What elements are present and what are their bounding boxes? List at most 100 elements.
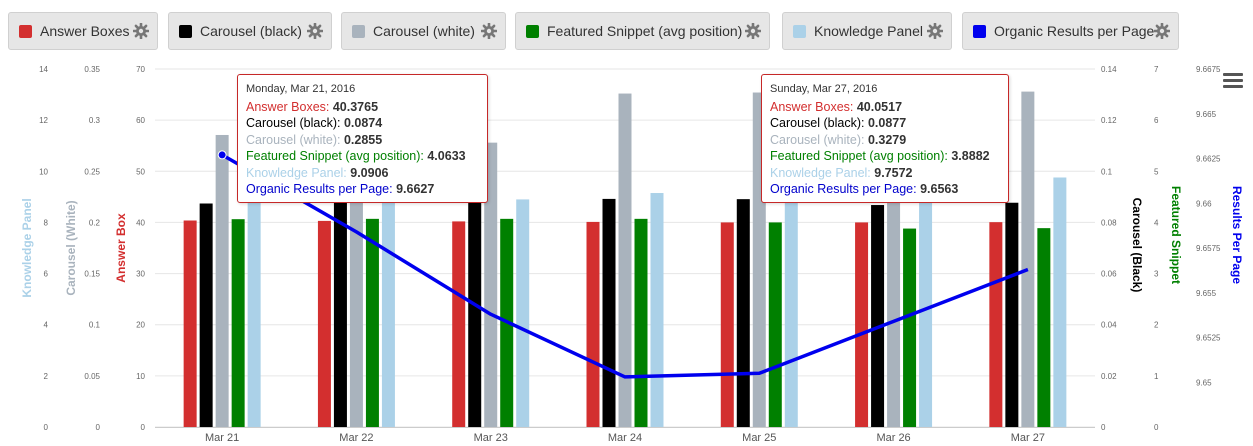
bar-answer-boxes-mar-24[interactable] xyxy=(586,221,600,427)
tooltip-row: Answer Boxes: 40.0517 xyxy=(770,99,1000,116)
x-tick-label: Mar 23 xyxy=(474,432,508,444)
tooltip-row-label: Organic Results per Page: xyxy=(770,182,921,196)
bar-answer-boxes-mar-23[interactable] xyxy=(452,221,466,427)
tooltip-row-label: Carousel (white): xyxy=(770,132,868,147)
tooltip-row: Carousel (white): 0.2855 xyxy=(246,132,479,149)
x-tick-label: Mar 21 xyxy=(205,432,239,444)
bar-featured-snippet-avg-position-mar-24[interactable] xyxy=(634,218,648,427)
chart: 0246810121400.050.10.150.20.250.30.35010… xyxy=(20,65,1244,444)
tooltip-row-label: Answer Boxes: xyxy=(770,99,857,114)
y-tick-label: 30 xyxy=(136,270,145,279)
tooltip-row-value: 0.0877 xyxy=(867,116,907,130)
tooltip-row: Organic Results per Page: 9.6563 xyxy=(770,181,1000,198)
y-tick-label: 10 xyxy=(136,372,145,381)
bar-carousel-black-mar-27[interactable] xyxy=(1005,202,1019,427)
bar-featured-snippet-avg-position-mar-26[interactable] xyxy=(903,228,917,427)
bar-featured-snippet-avg-position-mar-21[interactable] xyxy=(231,219,245,427)
tooltip-row-label: Knowledge Panel: xyxy=(246,165,351,180)
y-tick-label: 0.08 xyxy=(1101,218,1117,227)
y-tick-label: 6 xyxy=(44,270,49,279)
y-tick-label: 9.6525 xyxy=(1196,334,1221,343)
tooltip-row-value: 9.6563 xyxy=(920,182,959,196)
x-tick-label: Mar 25 xyxy=(742,432,776,444)
tooltip-row-value: 0.3279 xyxy=(867,132,907,147)
y-axis-carousel-black: 0 0.02 0.04 0.06 0.08 0.1 0.12 0.14 xyxy=(1101,65,1117,432)
bar-answer-boxes-mar-21[interactable] xyxy=(183,220,197,427)
y-tick-label: 0.15 xyxy=(84,270,100,279)
bar-answer-boxes-mar-22[interactable] xyxy=(317,220,331,427)
bar-carousel-white-mar-24[interactable] xyxy=(618,93,632,427)
tooltip-row-label: Carousel (black): xyxy=(246,116,344,130)
bar-featured-snippet-avg-position-mar-27[interactable] xyxy=(1037,228,1051,427)
gear-icon[interactable] xyxy=(1154,23,1170,39)
tooltip-row: Carousel (black): 0.0874 xyxy=(246,115,479,132)
hamburger-menu-icon[interactable] xyxy=(1223,73,1243,89)
bar-carousel-white-mar-27[interactable] xyxy=(1021,91,1035,427)
bar-answer-boxes-mar-27[interactable] xyxy=(989,222,1003,427)
y-tick-label: 0.35 xyxy=(84,65,100,74)
bar-carousel-black-mar-25[interactable] xyxy=(736,199,750,427)
tooltip-row-value: 4.0633 xyxy=(427,149,466,163)
axis-title-knowledge: Knowledge Panel xyxy=(20,198,34,297)
y-tick-label: 0 xyxy=(1101,423,1106,432)
gear-icon[interactable] xyxy=(927,23,943,39)
bar-knowledge-panel-mar-21[interactable] xyxy=(247,194,261,427)
bars xyxy=(183,91,1067,428)
legend-swatch xyxy=(179,24,192,38)
tooltip-row-label: Knowledge Panel: xyxy=(770,165,875,180)
bar-knowledge-panel-mar-23[interactable] xyxy=(516,199,530,427)
legend-label: Organic Results per Page xyxy=(994,23,1155,39)
tooltip-row-label: Answer Boxes: xyxy=(246,99,333,114)
gear-icon[interactable] xyxy=(133,23,149,39)
bar-knowledge-panel-mar-27[interactable] xyxy=(1053,177,1067,427)
bar-featured-snippet-avg-position-mar-25[interactable] xyxy=(768,222,782,427)
legend-item-carousel-white[interactable]: Carousel (white) xyxy=(341,12,506,50)
legend-item-knowledge-panel[interactable]: Knowledge Panel xyxy=(782,12,952,50)
line-point-mar-21[interactable] xyxy=(217,150,227,160)
bar-knowledge-panel-mar-22[interactable] xyxy=(381,194,395,427)
bar-carousel-black-mar-23[interactable] xyxy=(468,198,482,427)
legend-swatch xyxy=(793,24,806,38)
x-tick-label: Mar 24 xyxy=(608,432,642,444)
y-tick-label: 0.14 xyxy=(1101,65,1117,74)
bar-carousel-black-mar-26[interactable] xyxy=(871,205,885,427)
gear-icon[interactable] xyxy=(307,23,323,39)
bar-answer-boxes-mar-26[interactable] xyxy=(855,222,869,427)
y-tick-label: 60 xyxy=(136,116,145,125)
axis-title-carousel-white: Carousel (White) xyxy=(64,200,78,295)
tooltip-row-label: Organic Results per Page: xyxy=(246,182,397,196)
tooltip-row-value: 0.0874 xyxy=(343,116,383,130)
series-line-organic-results-per-page[interactable] xyxy=(221,153,1029,379)
y-tick-label: 9.6675 xyxy=(1196,65,1221,74)
gear-icon[interactable] xyxy=(745,23,761,39)
tooltip-row-label: Carousel (black): xyxy=(770,116,868,130)
legend-label: Knowledge Panel xyxy=(814,23,923,39)
legend-item-carousel-black[interactable]: Carousel (black) xyxy=(168,12,332,50)
bar-carousel-white-mar-23[interactable] xyxy=(484,142,498,427)
bar-knowledge-panel-mar-25[interactable] xyxy=(784,191,798,427)
legend-item-answer-boxes[interactable]: Answer Boxes xyxy=(8,12,158,50)
gear-icon[interactable] xyxy=(481,23,497,39)
legend-swatch xyxy=(352,24,365,38)
y-tick-label: 0.1 xyxy=(89,321,101,330)
y-tick-label: 0 xyxy=(1154,423,1159,432)
legend-swatch xyxy=(973,24,986,38)
bar-carousel-black-mar-24[interactable] xyxy=(602,198,616,427)
y-tick-label: 9.6625 xyxy=(1196,155,1221,164)
y-tick-label: 8 xyxy=(44,218,49,227)
bar-knowledge-panel-mar-24[interactable] xyxy=(650,193,664,427)
y-axis-carousel-white: 0 0.05 0.1 0.15 0.2 0.25 0.3 0.35 xyxy=(84,65,100,432)
y-tick-label: 5 xyxy=(1154,167,1159,176)
bar-carousel-black-mar-21[interactable] xyxy=(199,203,213,427)
bar-carousel-white-mar-21[interactable] xyxy=(215,134,229,427)
tooltip-row-value: 9.0906 xyxy=(350,165,389,180)
tooltip-date: Sunday, Mar 27, 2016 xyxy=(770,83,878,95)
y-tick-label: 0.2 xyxy=(89,218,101,227)
legend-item-organic-results-per-page[interactable]: Organic Results per Page xyxy=(962,12,1179,50)
bar-featured-snippet-avg-position-mar-22[interactable] xyxy=(365,218,379,427)
bar-answer-boxes-mar-25[interactable] xyxy=(720,222,734,427)
legend-item-featured-snippet-avg-position[interactable]: Featured Snippet (avg position) xyxy=(515,12,770,50)
bar-carousel-black-mar-22[interactable] xyxy=(333,200,347,427)
y-tick-label: 0.02 xyxy=(1101,372,1117,381)
tooltip-row: Featured Snippet (avg position): 3.8882 xyxy=(770,148,1000,165)
